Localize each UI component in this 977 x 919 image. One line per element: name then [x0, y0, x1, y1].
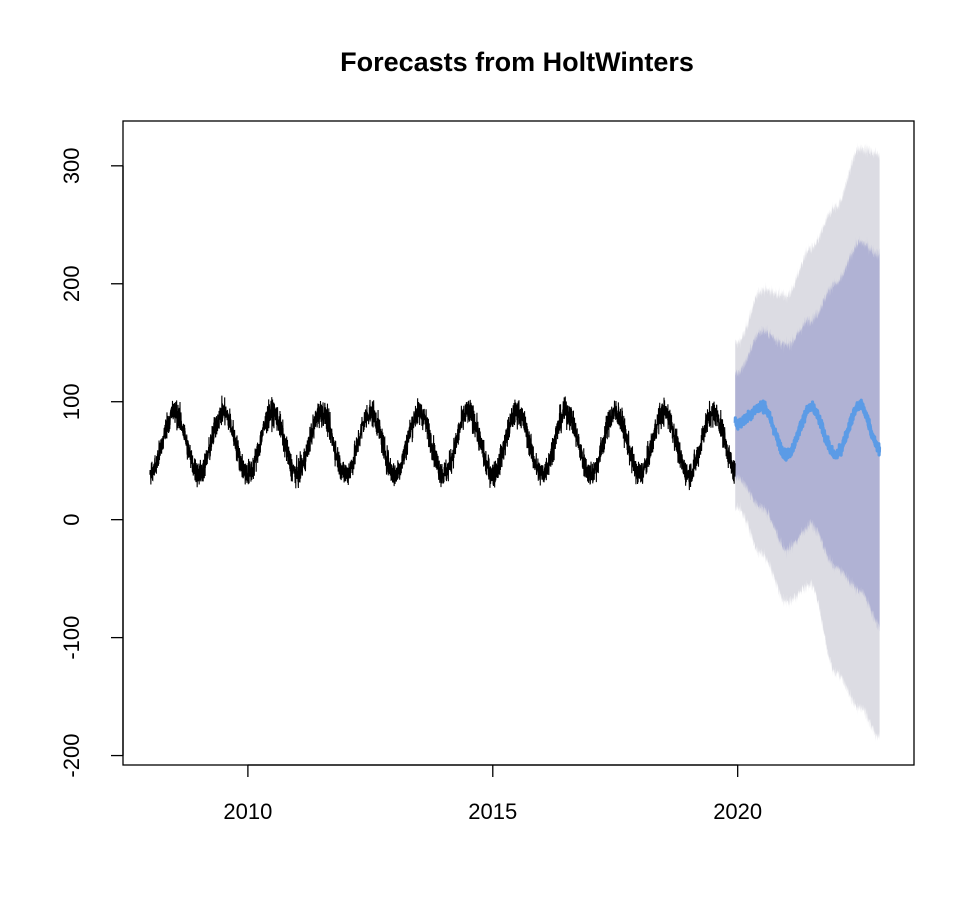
- band-80: [735, 235, 880, 632]
- y-tick-label: -100: [59, 616, 84, 660]
- plot-area: [149, 142, 882, 743]
- y-tick-label: 200: [59, 265, 84, 302]
- y-tick-label: 0: [59, 514, 84, 526]
- x-tick-label: 2015: [468, 799, 517, 824]
- forecast-mean-series: [733, 398, 882, 462]
- y-tick-label: 100: [59, 383, 84, 420]
- chart-title: Forecasts from HoltWinters: [340, 47, 694, 77]
- y-tick-label: -200: [59, 734, 84, 778]
- x-tick-label: 2010: [223, 799, 272, 824]
- y-tick-label: 300: [59, 147, 84, 184]
- x-tick-label: 2020: [713, 799, 762, 824]
- observed-series: [149, 395, 736, 491]
- axes: 2010 2015 2020 -200 -100 0 100 200 300: [59, 147, 762, 824]
- plot-border: [122, 120, 915, 766]
